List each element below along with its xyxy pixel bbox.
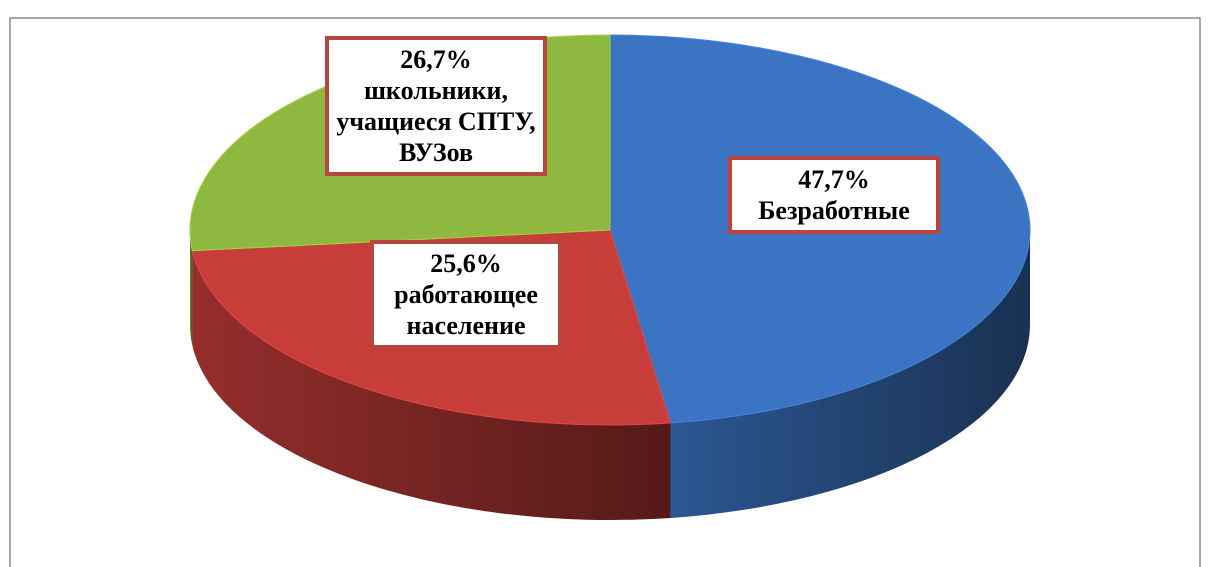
value-label: 25,6% <box>430 249 502 278</box>
pie-side <box>190 230 193 346</box>
value-label: 47,7% <box>798 165 870 194</box>
category-label: работающее население <box>394 280 538 340</box>
value-label: 26,7% <box>400 45 472 74</box>
data-label: 25,6% работающее население <box>370 240 562 349</box>
pie-side <box>670 230 1030 518</box>
category-label: школьники, учащиеся СПТУ, ВУЗов <box>336 76 536 167</box>
data-label: 26,7% школьники, учащиеся СПТУ, ВУЗов <box>325 36 547 176</box>
category-label: Безработные <box>758 196 910 225</box>
data-label: 47,7% Безработные <box>728 156 940 234</box>
pie-side <box>192 250 671 520</box>
frame <box>9 17 1201 567</box>
